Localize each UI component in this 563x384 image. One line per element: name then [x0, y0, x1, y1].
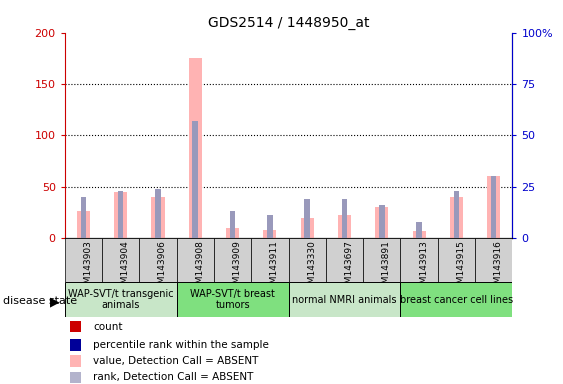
Bar	[77, 211, 90, 238]
Bar	[491, 177, 497, 238]
Bar	[376, 207, 388, 238]
Title: GDS2514 / 1448950_at: GDS2514 / 1448950_at	[208, 16, 369, 30]
Text: normal NMRI animals: normal NMRI animals	[292, 295, 397, 305]
Bar	[342, 199, 347, 238]
Bar	[230, 211, 235, 238]
Bar	[193, 121, 198, 238]
Bar	[289, 238, 326, 282]
Bar	[289, 282, 400, 317]
Bar	[475, 238, 512, 282]
Bar	[189, 58, 202, 238]
Text: count: count	[93, 321, 123, 331]
Bar	[400, 282, 512, 317]
Bar	[226, 228, 239, 238]
Bar	[450, 197, 463, 238]
Text: GSM143909: GSM143909	[233, 240, 242, 295]
Bar	[70, 372, 82, 383]
Text: GSM143903: GSM143903	[83, 240, 92, 295]
Text: GSM143916: GSM143916	[494, 240, 503, 295]
Bar	[487, 177, 500, 238]
Text: percentile rank within the sample: percentile rank within the sample	[93, 340, 269, 350]
Text: GSM143330: GSM143330	[307, 240, 316, 295]
Text: GSM143915: GSM143915	[457, 240, 466, 295]
Text: value, Detection Call = ABSENT: value, Detection Call = ABSENT	[93, 356, 259, 366]
Text: GSM143891: GSM143891	[382, 240, 391, 295]
Bar	[81, 197, 86, 238]
Bar	[267, 215, 272, 238]
Bar	[102, 238, 139, 282]
Bar	[155, 189, 161, 238]
Bar	[151, 197, 164, 238]
Text: GSM143913: GSM143913	[419, 240, 428, 295]
Bar	[338, 215, 351, 238]
Text: GSM143904: GSM143904	[120, 240, 129, 295]
Bar	[214, 238, 251, 282]
Bar	[177, 282, 288, 317]
Bar	[65, 282, 177, 317]
Text: GSM143908: GSM143908	[195, 240, 204, 295]
Bar	[301, 217, 314, 238]
Bar	[305, 199, 310, 238]
Bar	[177, 238, 214, 282]
Bar	[70, 355, 82, 367]
Bar	[379, 205, 385, 238]
Text: WAP-SVT/t breast
tumors: WAP-SVT/t breast tumors	[190, 289, 275, 310]
Bar	[65, 238, 102, 282]
Bar	[263, 230, 276, 238]
Text: breast cancer cell lines: breast cancer cell lines	[400, 295, 513, 305]
Bar	[114, 192, 127, 238]
Text: disease state: disease state	[3, 296, 77, 306]
Bar	[70, 321, 82, 333]
Text: ▶: ▶	[50, 295, 59, 308]
Bar	[438, 238, 475, 282]
Bar	[140, 238, 177, 282]
Bar	[454, 191, 459, 238]
Bar	[70, 339, 82, 351]
Bar	[400, 238, 438, 282]
Bar	[118, 191, 123, 238]
Bar	[251, 238, 288, 282]
Text: WAP-SVT/t transgenic
animals: WAP-SVT/t transgenic animals	[68, 289, 173, 310]
Text: GSM143906: GSM143906	[158, 240, 167, 295]
Text: GSM143697: GSM143697	[345, 240, 354, 295]
Bar	[413, 231, 426, 238]
Bar	[363, 238, 400, 282]
Text: GSM143911: GSM143911	[270, 240, 279, 295]
Bar	[326, 238, 363, 282]
Bar	[416, 222, 422, 238]
Text: rank, Detection Call = ABSENT: rank, Detection Call = ABSENT	[93, 372, 254, 382]
